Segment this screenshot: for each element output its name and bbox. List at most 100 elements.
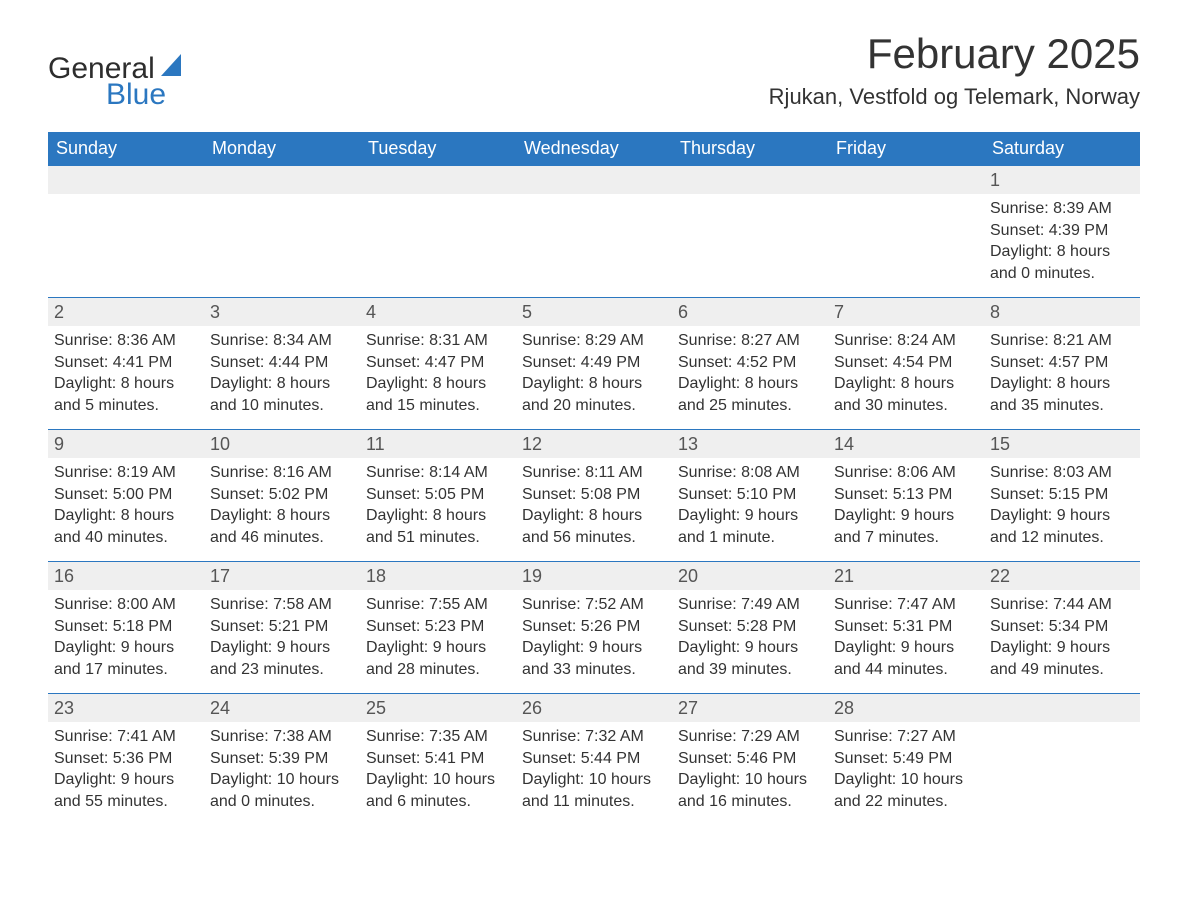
calendar-day-cell: 15Sunrise: 8:03 AMSunset: 5:15 PMDayligh… (984, 430, 1140, 561)
top-bar: General Blue February 2025 Rjukan, Vestf… (48, 30, 1140, 110)
day-number: 10 (204, 430, 360, 458)
day-sunrise: Sunrise: 7:27 AM (834, 726, 978, 748)
day-body: Sunrise: 8:27 AMSunset: 4:52 PMDaylight:… (672, 326, 828, 426)
day-number: 3 (204, 298, 360, 326)
day-daylight: Daylight: 9 hours and 28 minutes. (366, 637, 510, 680)
day-sunrise: Sunrise: 7:44 AM (990, 594, 1134, 616)
calendar-day-cell: 10Sunrise: 8:16 AMSunset: 5:02 PMDayligh… (204, 430, 360, 561)
day-number: 16 (48, 562, 204, 590)
day-daylight: Daylight: 8 hours and 40 minutes. (54, 505, 198, 548)
day-sunset: Sunset: 5:05 PM (366, 484, 510, 506)
day-number: 28 (828, 694, 984, 722)
empty-day-header (672, 166, 828, 194)
day-number: 25 (360, 694, 516, 722)
day-body: Sunrise: 8:16 AMSunset: 5:02 PMDaylight:… (204, 458, 360, 558)
day-sunset: Sunset: 5:23 PM (366, 616, 510, 638)
day-body: Sunrise: 8:11 AMSunset: 5:08 PMDaylight:… (516, 458, 672, 558)
day-number: 20 (672, 562, 828, 590)
day-daylight: Daylight: 9 hours and 17 minutes. (54, 637, 198, 680)
calendar-day-cell: 26Sunrise: 7:32 AMSunset: 5:44 PMDayligh… (516, 694, 672, 825)
day-body: Sunrise: 8:36 AMSunset: 4:41 PMDaylight:… (48, 326, 204, 426)
calendar-header-cell: Thursday (672, 132, 828, 165)
day-sunrise: Sunrise: 8:19 AM (54, 462, 198, 484)
day-sunset: Sunset: 4:52 PM (678, 352, 822, 374)
day-sunrise: Sunrise: 8:11 AM (522, 462, 666, 484)
calendar-day-cell: 20Sunrise: 7:49 AMSunset: 5:28 PMDayligh… (672, 562, 828, 693)
day-daylight: Daylight: 8 hours and 56 minutes. (522, 505, 666, 548)
day-body: Sunrise: 8:06 AMSunset: 5:13 PMDaylight:… (828, 458, 984, 558)
calendar-header-row: SundayMondayTuesdayWednesdayThursdayFrid… (48, 132, 1140, 165)
day-sunrise: Sunrise: 7:52 AM (522, 594, 666, 616)
day-daylight: Daylight: 9 hours and 33 minutes. (522, 637, 666, 680)
day-sunset: Sunset: 4:39 PM (990, 220, 1134, 242)
day-body: Sunrise: 8:24 AMSunset: 4:54 PMDaylight:… (828, 326, 984, 426)
day-body: Sunrise: 8:31 AMSunset: 4:47 PMDaylight:… (360, 326, 516, 426)
day-daylight: Daylight: 8 hours and 51 minutes. (366, 505, 510, 548)
day-daylight: Daylight: 9 hours and 39 minutes. (678, 637, 822, 680)
day-body: Sunrise: 7:29 AMSunset: 5:46 PMDaylight:… (672, 722, 828, 822)
day-number: 6 (672, 298, 828, 326)
day-number: 1 (984, 166, 1140, 194)
calendar-day-cell: 27Sunrise: 7:29 AMSunset: 5:46 PMDayligh… (672, 694, 828, 825)
day-sunset: Sunset: 5:08 PM (522, 484, 666, 506)
day-sunrise: Sunrise: 8:29 AM (522, 330, 666, 352)
calendar-week-row: 1Sunrise: 8:39 AMSunset: 4:39 PMDaylight… (48, 165, 1140, 297)
calendar-day-cell (672, 166, 828, 297)
empty-day-header (516, 166, 672, 194)
day-sunrise: Sunrise: 7:41 AM (54, 726, 198, 748)
day-sunrise: Sunrise: 8:31 AM (366, 330, 510, 352)
day-sunset: Sunset: 5:02 PM (210, 484, 354, 506)
sail-icon (161, 54, 187, 80)
day-sunset: Sunset: 5:21 PM (210, 616, 354, 638)
day-daylight: Daylight: 9 hours and 1 minute. (678, 505, 822, 548)
calendar-day-cell: 1Sunrise: 8:39 AMSunset: 4:39 PMDaylight… (984, 166, 1140, 297)
calendar-day-cell: 17Sunrise: 7:58 AMSunset: 5:21 PMDayligh… (204, 562, 360, 693)
calendar-weeks: 1Sunrise: 8:39 AMSunset: 4:39 PMDaylight… (48, 165, 1140, 825)
day-body: Sunrise: 8:29 AMSunset: 4:49 PMDaylight:… (516, 326, 672, 426)
day-body: Sunrise: 7:41 AMSunset: 5:36 PMDaylight:… (48, 722, 204, 822)
calendar-day-cell (48, 166, 204, 297)
day-number: 19 (516, 562, 672, 590)
calendar-day-cell (360, 166, 516, 297)
day-sunset: Sunset: 5:39 PM (210, 748, 354, 770)
day-number: 27 (672, 694, 828, 722)
day-daylight: Daylight: 9 hours and 12 minutes. (990, 505, 1134, 548)
day-daylight: Daylight: 8 hours and 0 minutes. (990, 241, 1134, 284)
day-number: 17 (204, 562, 360, 590)
day-body: Sunrise: 8:39 AMSunset: 4:39 PMDaylight:… (984, 194, 1140, 294)
day-sunrise: Sunrise: 8:03 AM (990, 462, 1134, 484)
day-sunrise: Sunrise: 7:47 AM (834, 594, 978, 616)
calendar-day-cell: 3Sunrise: 8:34 AMSunset: 4:44 PMDaylight… (204, 298, 360, 429)
day-sunrise: Sunrise: 7:58 AM (210, 594, 354, 616)
calendar-day-cell: 6Sunrise: 8:27 AMSunset: 4:52 PMDaylight… (672, 298, 828, 429)
empty-day-header (48, 166, 204, 194)
day-daylight: Daylight: 8 hours and 46 minutes. (210, 505, 354, 548)
day-sunrise: Sunrise: 8:34 AM (210, 330, 354, 352)
day-sunset: Sunset: 5:10 PM (678, 484, 822, 506)
day-daylight: Daylight: 8 hours and 10 minutes. (210, 373, 354, 416)
day-sunset: Sunset: 5:26 PM (522, 616, 666, 638)
day-daylight: Daylight: 8 hours and 30 minutes. (834, 373, 978, 416)
day-sunset: Sunset: 5:36 PM (54, 748, 198, 770)
day-body: Sunrise: 7:38 AMSunset: 5:39 PMDaylight:… (204, 722, 360, 822)
calendar-day-cell: 23Sunrise: 7:41 AMSunset: 5:36 PMDayligh… (48, 694, 204, 825)
calendar-day-cell: 9Sunrise: 8:19 AMSunset: 5:00 PMDaylight… (48, 430, 204, 561)
day-number: 13 (672, 430, 828, 458)
day-sunrise: Sunrise: 7:35 AM (366, 726, 510, 748)
sail-path (161, 54, 181, 76)
calendar-day-cell: 8Sunrise: 8:21 AMSunset: 4:57 PMDaylight… (984, 298, 1140, 429)
day-number: 23 (48, 694, 204, 722)
day-sunset: Sunset: 5:13 PM (834, 484, 978, 506)
day-body: Sunrise: 7:52 AMSunset: 5:26 PMDaylight:… (516, 590, 672, 690)
calendar-day-cell: 18Sunrise: 7:55 AMSunset: 5:23 PMDayligh… (360, 562, 516, 693)
day-sunset: Sunset: 5:41 PM (366, 748, 510, 770)
day-body: Sunrise: 7:58 AMSunset: 5:21 PMDaylight:… (204, 590, 360, 690)
calendar-header-cell: Wednesday (516, 132, 672, 165)
calendar-day-cell (828, 166, 984, 297)
day-number: 24 (204, 694, 360, 722)
day-sunrise: Sunrise: 8:24 AM (834, 330, 978, 352)
calendar-day-cell (516, 166, 672, 297)
day-daylight: Daylight: 9 hours and 7 minutes. (834, 505, 978, 548)
day-sunset: Sunset: 4:54 PM (834, 352, 978, 374)
empty-day-header (204, 166, 360, 194)
